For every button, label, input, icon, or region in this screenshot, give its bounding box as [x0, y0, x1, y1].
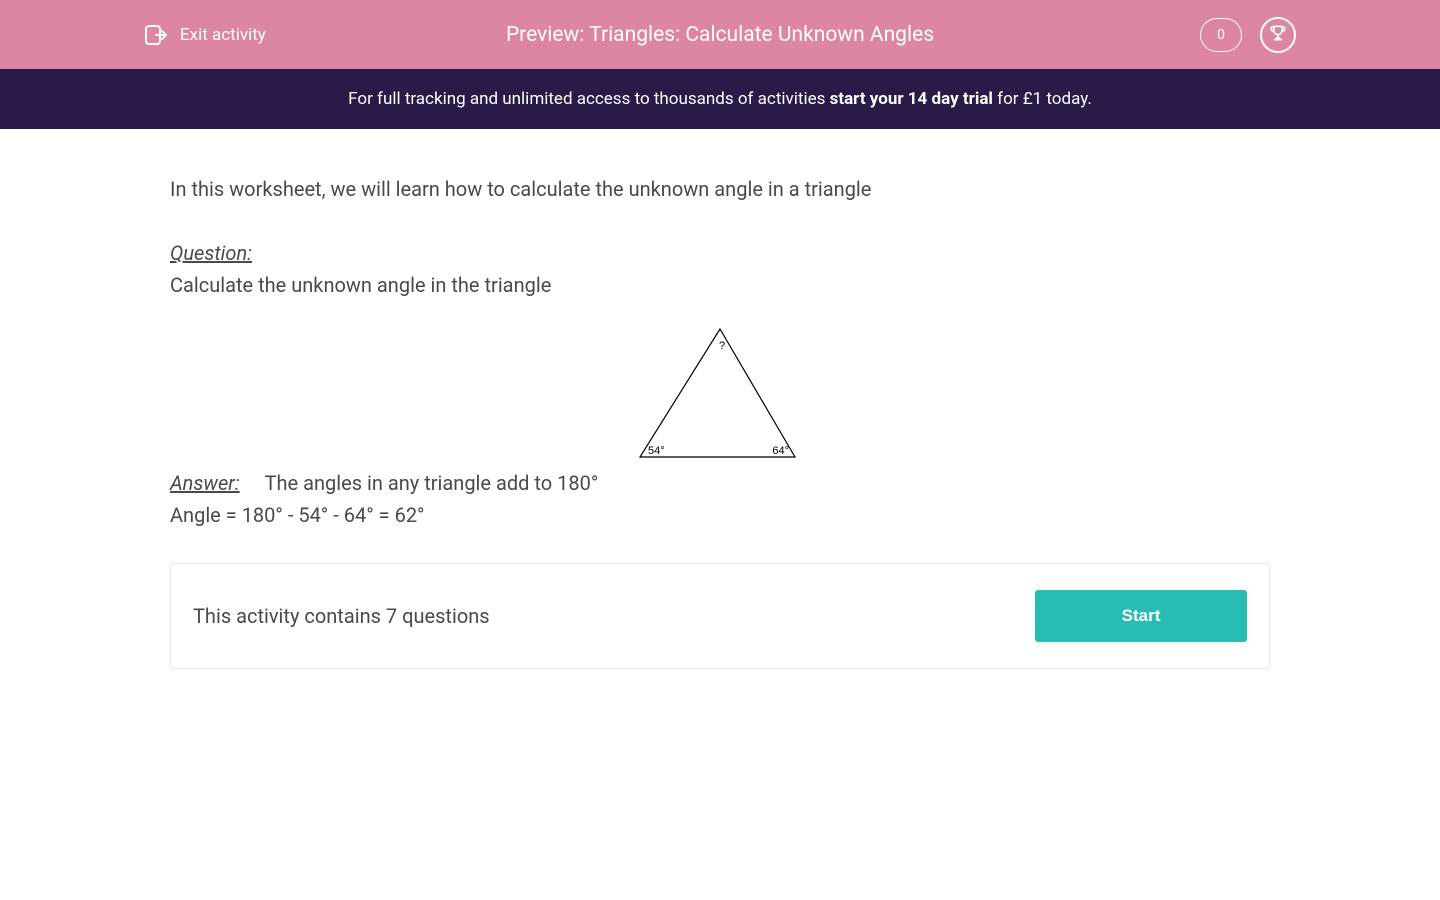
banner-prefix: For full tracking and unlimited access t…: [348, 89, 829, 109]
header-bar: Exit activity Preview: Triangles: Calcul…: [0, 0, 1440, 69]
trial-banner[interactable]: For full tracking and unlimited access t…: [0, 69, 1440, 129]
trophy-icon: [1268, 23, 1288, 47]
score-value: 0: [1217, 27, 1225, 43]
exit-activity-label: Exit activity: [180, 25, 266, 45]
triangle-svg: ? 54° 64°: [620, 317, 820, 467]
content-area: In this worksheet, we will learn how to …: [170, 129, 1270, 669]
page-title: Preview: Triangles: Calculate Unknown An…: [506, 23, 934, 47]
question-label: Question:: [170, 241, 252, 265]
intro-text: In this worksheet, we will learn how to …: [170, 177, 1270, 201]
banner-suffix: for £1 today.: [993, 89, 1092, 109]
activity-footer: This activity contains 7 questions Start: [170, 563, 1270, 669]
score-badge[interactable]: 0: [1200, 18, 1242, 52]
answer-block: Answer: The angles in any triangle add t…: [170, 471, 1270, 495]
trophy-badge[interactable]: [1260, 17, 1296, 53]
question-text: Calculate the unknown angle in the trian…: [170, 273, 1270, 297]
exit-activity-button[interactable]: Exit activity: [144, 23, 266, 47]
svg-text:64°: 64°: [772, 445, 789, 457]
start-button[interactable]: Start: [1035, 590, 1247, 642]
banner-bold: start your 14 day trial: [830, 89, 993, 109]
activity-count: This activity contains 7 questions: [193, 604, 490, 628]
answer-explain: The angles in any triangle add to 180°: [265, 471, 599, 495]
svg-text:54°: 54°: [648, 445, 665, 457]
svg-text:?: ?: [719, 340, 725, 352]
answer-calc: Angle = 180° - 54° - 64° = 62°: [170, 503, 1270, 527]
triangle-diagram: ? 54° 64°: [170, 317, 1270, 467]
answer-label: Answer:: [170, 471, 240, 495]
question-block: Question: Calculate the unknown angle in…: [170, 241, 1270, 297]
exit-icon: [144, 23, 168, 47]
banner-text: For full tracking and unlimited access t…: [348, 89, 1092, 109]
header-right: 0: [1200, 17, 1296, 53]
